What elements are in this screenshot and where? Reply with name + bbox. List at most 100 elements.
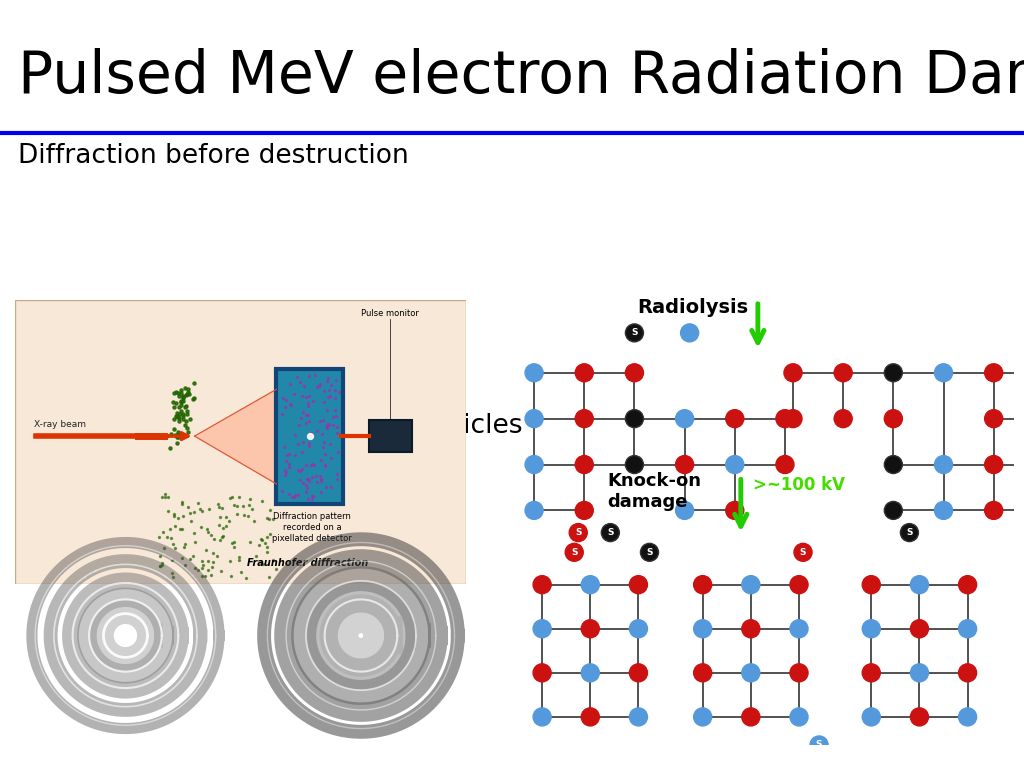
Point	[87, 564, 103, 577]
Point	[59, 671, 76, 684]
Point	[164, 567, 180, 579]
Point	[204, 561, 220, 574]
Point	[115, 665, 131, 677]
Point	[205, 556, 221, 568]
Point	[175, 413, 191, 425]
Point	[236, 500, 252, 512]
Point	[322, 390, 338, 402]
Point	[221, 515, 238, 528]
Point	[38, 586, 54, 598]
Point	[323, 480, 339, 492]
Point	[171, 390, 187, 402]
Point	[296, 379, 312, 392]
Circle shape	[794, 543, 812, 561]
Point	[179, 408, 196, 420]
Point	[105, 718, 122, 730]
Point	[167, 541, 183, 554]
Point	[166, 609, 182, 621]
Point	[121, 700, 137, 713]
Point	[222, 554, 239, 567]
Point	[301, 369, 317, 382]
Point	[170, 511, 186, 524]
Point	[261, 528, 278, 540]
Circle shape	[784, 409, 802, 428]
Circle shape	[626, 455, 643, 474]
Circle shape	[958, 620, 977, 637]
Circle shape	[958, 664, 977, 682]
Point	[172, 584, 188, 596]
Point	[214, 502, 230, 514]
Point	[151, 531, 167, 544]
Circle shape	[958, 576, 977, 594]
Point	[268, 563, 285, 575]
Point	[154, 557, 170, 569]
Point	[95, 581, 112, 594]
Point	[221, 492, 238, 505]
Point	[313, 472, 330, 485]
Circle shape	[741, 708, 760, 726]
Point	[104, 578, 121, 591]
Point	[94, 601, 111, 614]
Point	[176, 559, 193, 571]
Point	[123, 650, 139, 663]
Circle shape	[676, 409, 693, 428]
Point	[295, 406, 311, 419]
Point	[215, 521, 231, 534]
Point	[180, 386, 197, 398]
Circle shape	[741, 664, 760, 682]
Circle shape	[534, 576, 551, 594]
Point	[326, 412, 342, 424]
Circle shape	[862, 708, 881, 726]
Circle shape	[582, 576, 599, 594]
Circle shape	[575, 364, 593, 382]
Point	[157, 570, 173, 582]
Point	[232, 566, 249, 578]
Point	[278, 465, 294, 478]
Point	[173, 429, 189, 442]
Point	[78, 664, 94, 677]
Point	[215, 529, 231, 541]
Point	[213, 564, 229, 577]
Point	[184, 569, 201, 581]
Point	[189, 564, 206, 576]
Point	[169, 437, 185, 449]
Circle shape	[534, 664, 551, 682]
Point	[152, 561, 168, 573]
Circle shape	[354, 629, 368, 642]
Point	[195, 570, 211, 582]
Point	[173, 395, 189, 407]
Point	[319, 391, 336, 403]
Point	[253, 533, 269, 545]
Point	[186, 536, 203, 548]
Point	[312, 475, 329, 488]
Point	[321, 372, 337, 384]
Point	[211, 502, 227, 514]
Point	[223, 571, 240, 583]
Point	[318, 404, 335, 416]
Point	[298, 417, 314, 429]
Point	[294, 389, 310, 402]
Point	[168, 397, 184, 409]
Point	[175, 408, 191, 420]
Point	[139, 627, 156, 639]
Point	[302, 459, 318, 472]
Point	[175, 390, 191, 402]
Point	[298, 409, 314, 422]
Point	[279, 449, 295, 461]
Text: S: S	[748, 750, 754, 760]
Point	[170, 634, 186, 646]
Point	[299, 472, 315, 485]
Point	[69, 609, 85, 621]
Point	[166, 508, 182, 520]
Point	[207, 618, 223, 631]
Point	[304, 471, 321, 483]
Point	[223, 537, 240, 549]
Point	[281, 458, 297, 470]
Circle shape	[575, 455, 593, 474]
Point	[185, 392, 202, 405]
Circle shape	[525, 364, 543, 382]
Point	[301, 389, 317, 402]
Point	[305, 458, 322, 471]
Point	[290, 488, 306, 501]
Text: Knock-on
damage: Knock-on damage	[607, 472, 701, 511]
